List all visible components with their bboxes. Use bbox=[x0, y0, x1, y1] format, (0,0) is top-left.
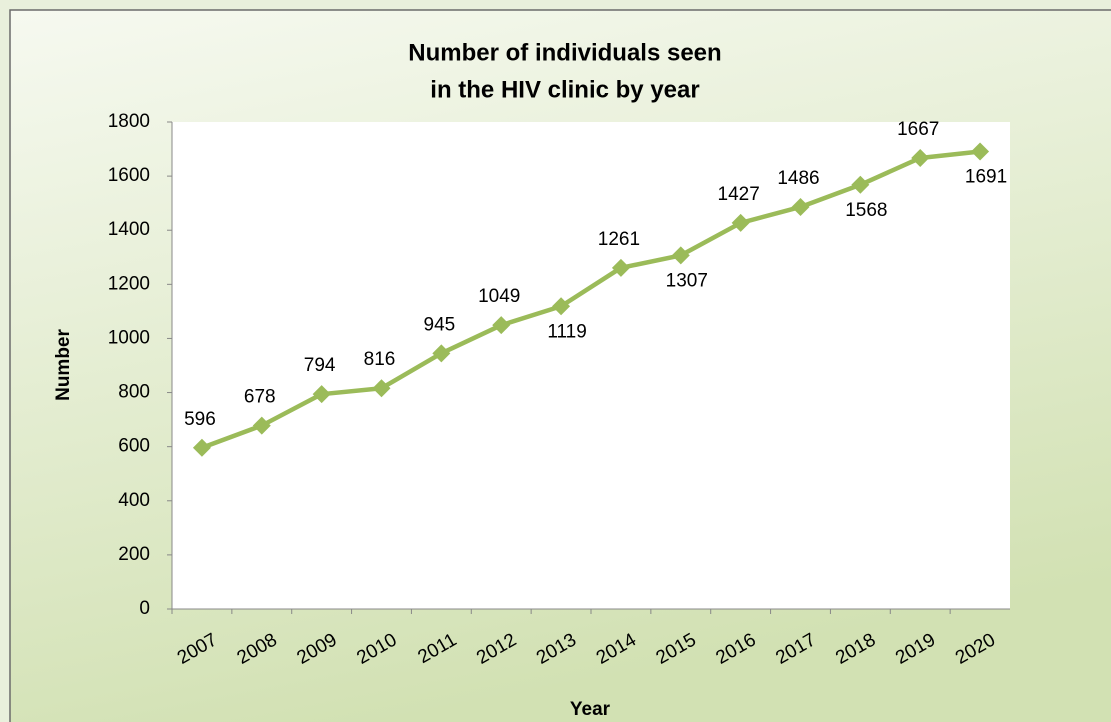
data-label: 1427 bbox=[718, 184, 760, 205]
y-tick-label: 1000 bbox=[108, 327, 150, 348]
data-label: 1261 bbox=[598, 229, 640, 250]
data-marker bbox=[851, 175, 870, 194]
data-marker bbox=[611, 258, 630, 277]
data-line bbox=[201, 149, 981, 450]
data-marker bbox=[911, 148, 930, 167]
data-label: 678 bbox=[244, 387, 276, 408]
y-tick-label: 1800 bbox=[108, 111, 150, 132]
y-tick-label: 1200 bbox=[108, 273, 150, 294]
y-tick-label: 200 bbox=[118, 544, 150, 565]
data-label: 794 bbox=[304, 355, 336, 376]
y-tick-label: 600 bbox=[118, 436, 150, 457]
data-label: 1667 bbox=[897, 119, 939, 140]
data-label: 1119 bbox=[547, 321, 586, 342]
y-tick-label: 800 bbox=[118, 382, 150, 403]
data-label: 1568 bbox=[845, 200, 887, 221]
data-marker bbox=[492, 316, 511, 335]
chart-title: Number of individuals seen bbox=[408, 39, 721, 66]
data-marker bbox=[731, 213, 750, 232]
data-marker bbox=[192, 438, 211, 457]
data-marker bbox=[252, 416, 271, 435]
y-tick-label: 400 bbox=[118, 490, 150, 511]
data-label: 1307 bbox=[666, 270, 708, 291]
y-axis-title: Number bbox=[53, 329, 74, 401]
data-marker bbox=[552, 297, 571, 316]
data-marker bbox=[971, 142, 990, 161]
data-marker bbox=[671, 246, 690, 265]
plot-area bbox=[172, 122, 1010, 609]
data-marker bbox=[372, 379, 391, 398]
y-tick-label: 1400 bbox=[108, 219, 150, 240]
data-label: 1691 bbox=[965, 167, 1007, 188]
data-label: 945 bbox=[424, 314, 456, 335]
y-tick-label: 0 bbox=[139, 598, 150, 619]
data-label: 1486 bbox=[777, 168, 819, 189]
y-tick-label: 1600 bbox=[108, 165, 150, 186]
data-label: 596 bbox=[184, 409, 216, 430]
data-marker bbox=[432, 344, 451, 363]
data-label: 816 bbox=[364, 349, 396, 370]
data-marker bbox=[312, 385, 331, 404]
data-label: 1049 bbox=[478, 286, 520, 307]
chart-title: in the HIV clinic by year bbox=[430, 76, 699, 103]
x-axis-title: Year bbox=[570, 699, 611, 720]
data-marker bbox=[791, 197, 810, 216]
